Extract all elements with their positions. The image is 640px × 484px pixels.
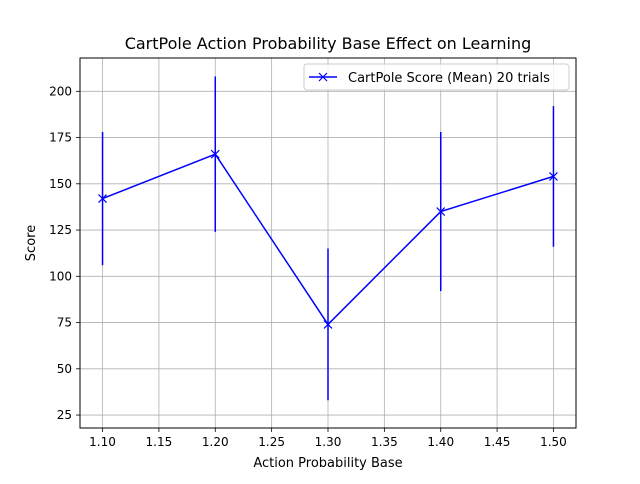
- x-tick-label: 1.10: [89, 435, 116, 449]
- legend: CartPole Score (Mean) 20 trials: [303, 63, 570, 91]
- x-tick-label: 1.45: [484, 435, 511, 449]
- x-tick-label: 1.20: [202, 435, 229, 449]
- data-point-marker: [549, 171, 558, 181]
- marker-stroke: [549, 171, 558, 181]
- y-tick-label: 25: [57, 408, 72, 422]
- data-point-marker: [98, 194, 107, 204]
- y-tick-label: 150: [49, 177, 72, 191]
- x-tick-label: 1.15: [146, 435, 173, 449]
- series-layer: [98, 76, 558, 401]
- data-point-marker: [436, 207, 446, 216]
- y-tick-label: 200: [49, 84, 72, 98]
- data-point-marker: [323, 319, 333, 329]
- chart-title: CartPole Action Probability Base Effect …: [125, 34, 532, 53]
- marker-stroke: [210, 149, 220, 159]
- data-point-marker: [210, 149, 220, 159]
- y-tick-label: 175: [49, 131, 72, 145]
- y-axis-label: Score: [24, 225, 39, 261]
- marker-stroke: [98, 194, 107, 204]
- legend-marker-x-icon: [318, 72, 328, 82]
- x-axis-label: Action Probability Base: [253, 456, 402, 471]
- legend-box: [303, 63, 570, 91]
- x-tick-label: 1.50: [540, 435, 567, 449]
- legend-x-marker: [318, 72, 328, 82]
- axis-ticks: 1.10 1.15 1.20 1.25 1.30 1.35 1.40 1.45 1.50 25 50…: [49, 84, 567, 449]
- x-tick-label: 1.40: [427, 435, 454, 449]
- x-tick-label: 1.25: [258, 435, 285, 449]
- y-tick-label: 75: [57, 316, 72, 330]
- y-tick-label: 50: [57, 362, 72, 376]
- marker-stroke: [323, 319, 333, 329]
- y-tick-label: 125: [49, 223, 72, 237]
- x-tick-label: 1.35: [371, 435, 398, 449]
- y-tick-label: 100: [49, 269, 72, 283]
- legend-label: CartPole Score (Mean) 20 trials: [348, 71, 550, 86]
- marker-stroke: [318, 72, 328, 82]
- x-tick-label: 1.30: [315, 435, 342, 449]
- marker-stroke: [436, 207, 446, 216]
